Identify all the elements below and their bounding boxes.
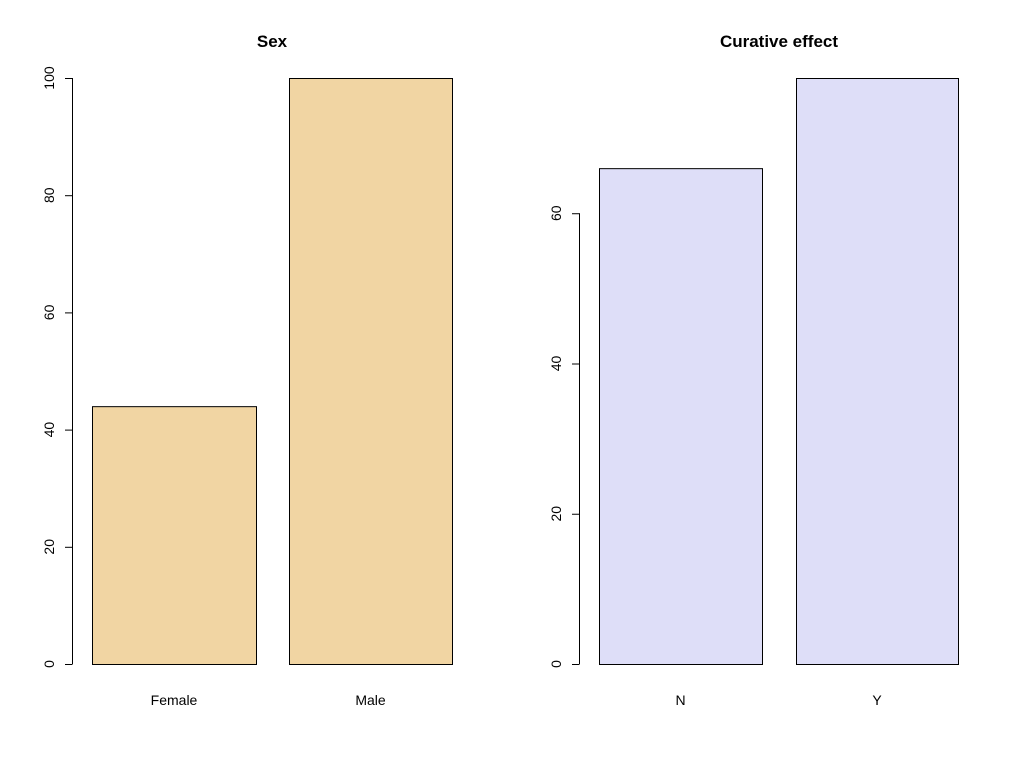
bar-male: [289, 78, 453, 665]
y-tick-label: 80: [41, 187, 57, 203]
y-tick-label: 100: [41, 66, 57, 90]
y-tick-label: 20: [548, 506, 564, 522]
sex-panel: Sex Female Male 0 20 40 60 80 100: [41, 32, 453, 708]
y-tick-label: 0: [41, 660, 57, 668]
chart-title: Sex: [257, 32, 288, 51]
bar-y: [796, 78, 959, 665]
y-tick-label: 0: [548, 660, 564, 668]
category-label: Y: [872, 692, 882, 708]
category-label: Female: [151, 692, 198, 708]
curative-effect-panel: Curative effect N Y 0 20 40 60: [548, 32, 959, 708]
y-tick-label: 60: [548, 205, 564, 221]
category-label: Male: [355, 692, 386, 708]
bar-n: [599, 168, 763, 665]
y-tick-label: 20: [41, 539, 57, 555]
chart-title: Curative effect: [720, 32, 838, 51]
category-label: N: [675, 692, 685, 708]
bar-female: [92, 406, 257, 665]
y-tick-label: 40: [41, 422, 57, 438]
y-tick-label: 60: [41, 304, 57, 320]
y-tick-label: 40: [548, 355, 564, 371]
